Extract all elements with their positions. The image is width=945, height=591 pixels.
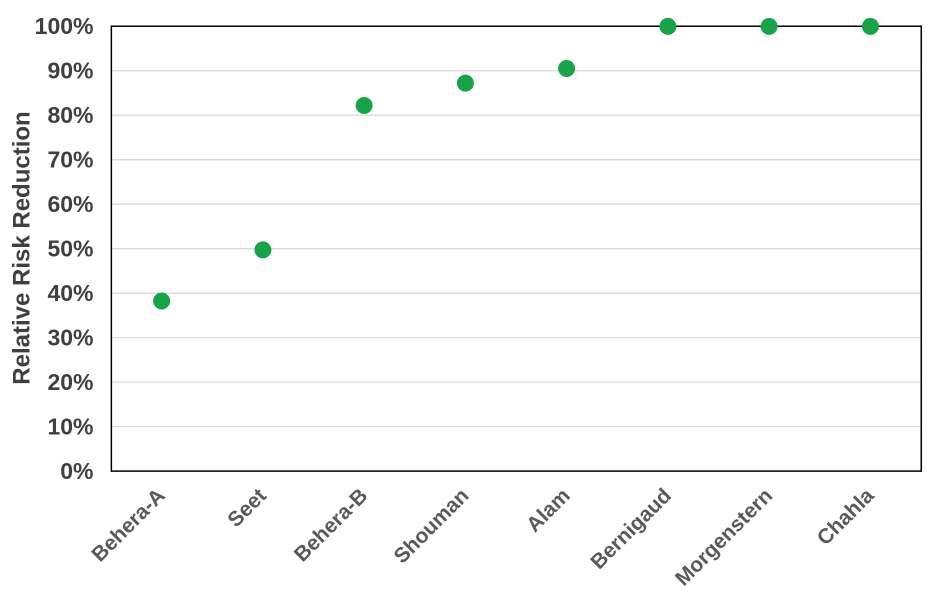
svg-text:30%: 30% [47, 325, 93, 351]
svg-text:Chahla: Chahla [813, 484, 879, 550]
svg-text:Behera-A: Behera-A [87, 484, 169, 566]
svg-text:Morgenstern: Morgenstern [671, 484, 777, 590]
svg-text:20%: 20% [47, 369, 93, 395]
svg-text:0%: 0% [60, 458, 93, 484]
svg-text:Shouman: Shouman [390, 484, 474, 568]
svg-text:90%: 90% [47, 58, 93, 84]
svg-text:Alam: Alam [522, 484, 575, 537]
svg-text:40%: 40% [47, 280, 93, 306]
svg-text:Relative Risk Reduction: Relative Risk Reduction [9, 111, 36, 384]
svg-text:50%: 50% [47, 236, 93, 262]
svg-text:Bernigaud: Bernigaud [586, 484, 676, 574]
svg-text:60%: 60% [47, 191, 93, 217]
svg-text:80%: 80% [47, 102, 93, 128]
svg-text:Behera-B: Behera-B [290, 484, 372, 566]
svg-text:10%: 10% [47, 414, 93, 440]
svg-text:100%: 100% [35, 13, 94, 39]
svg-text:70%: 70% [47, 147, 93, 173]
svg-text:Seet: Seet [223, 484, 271, 532]
